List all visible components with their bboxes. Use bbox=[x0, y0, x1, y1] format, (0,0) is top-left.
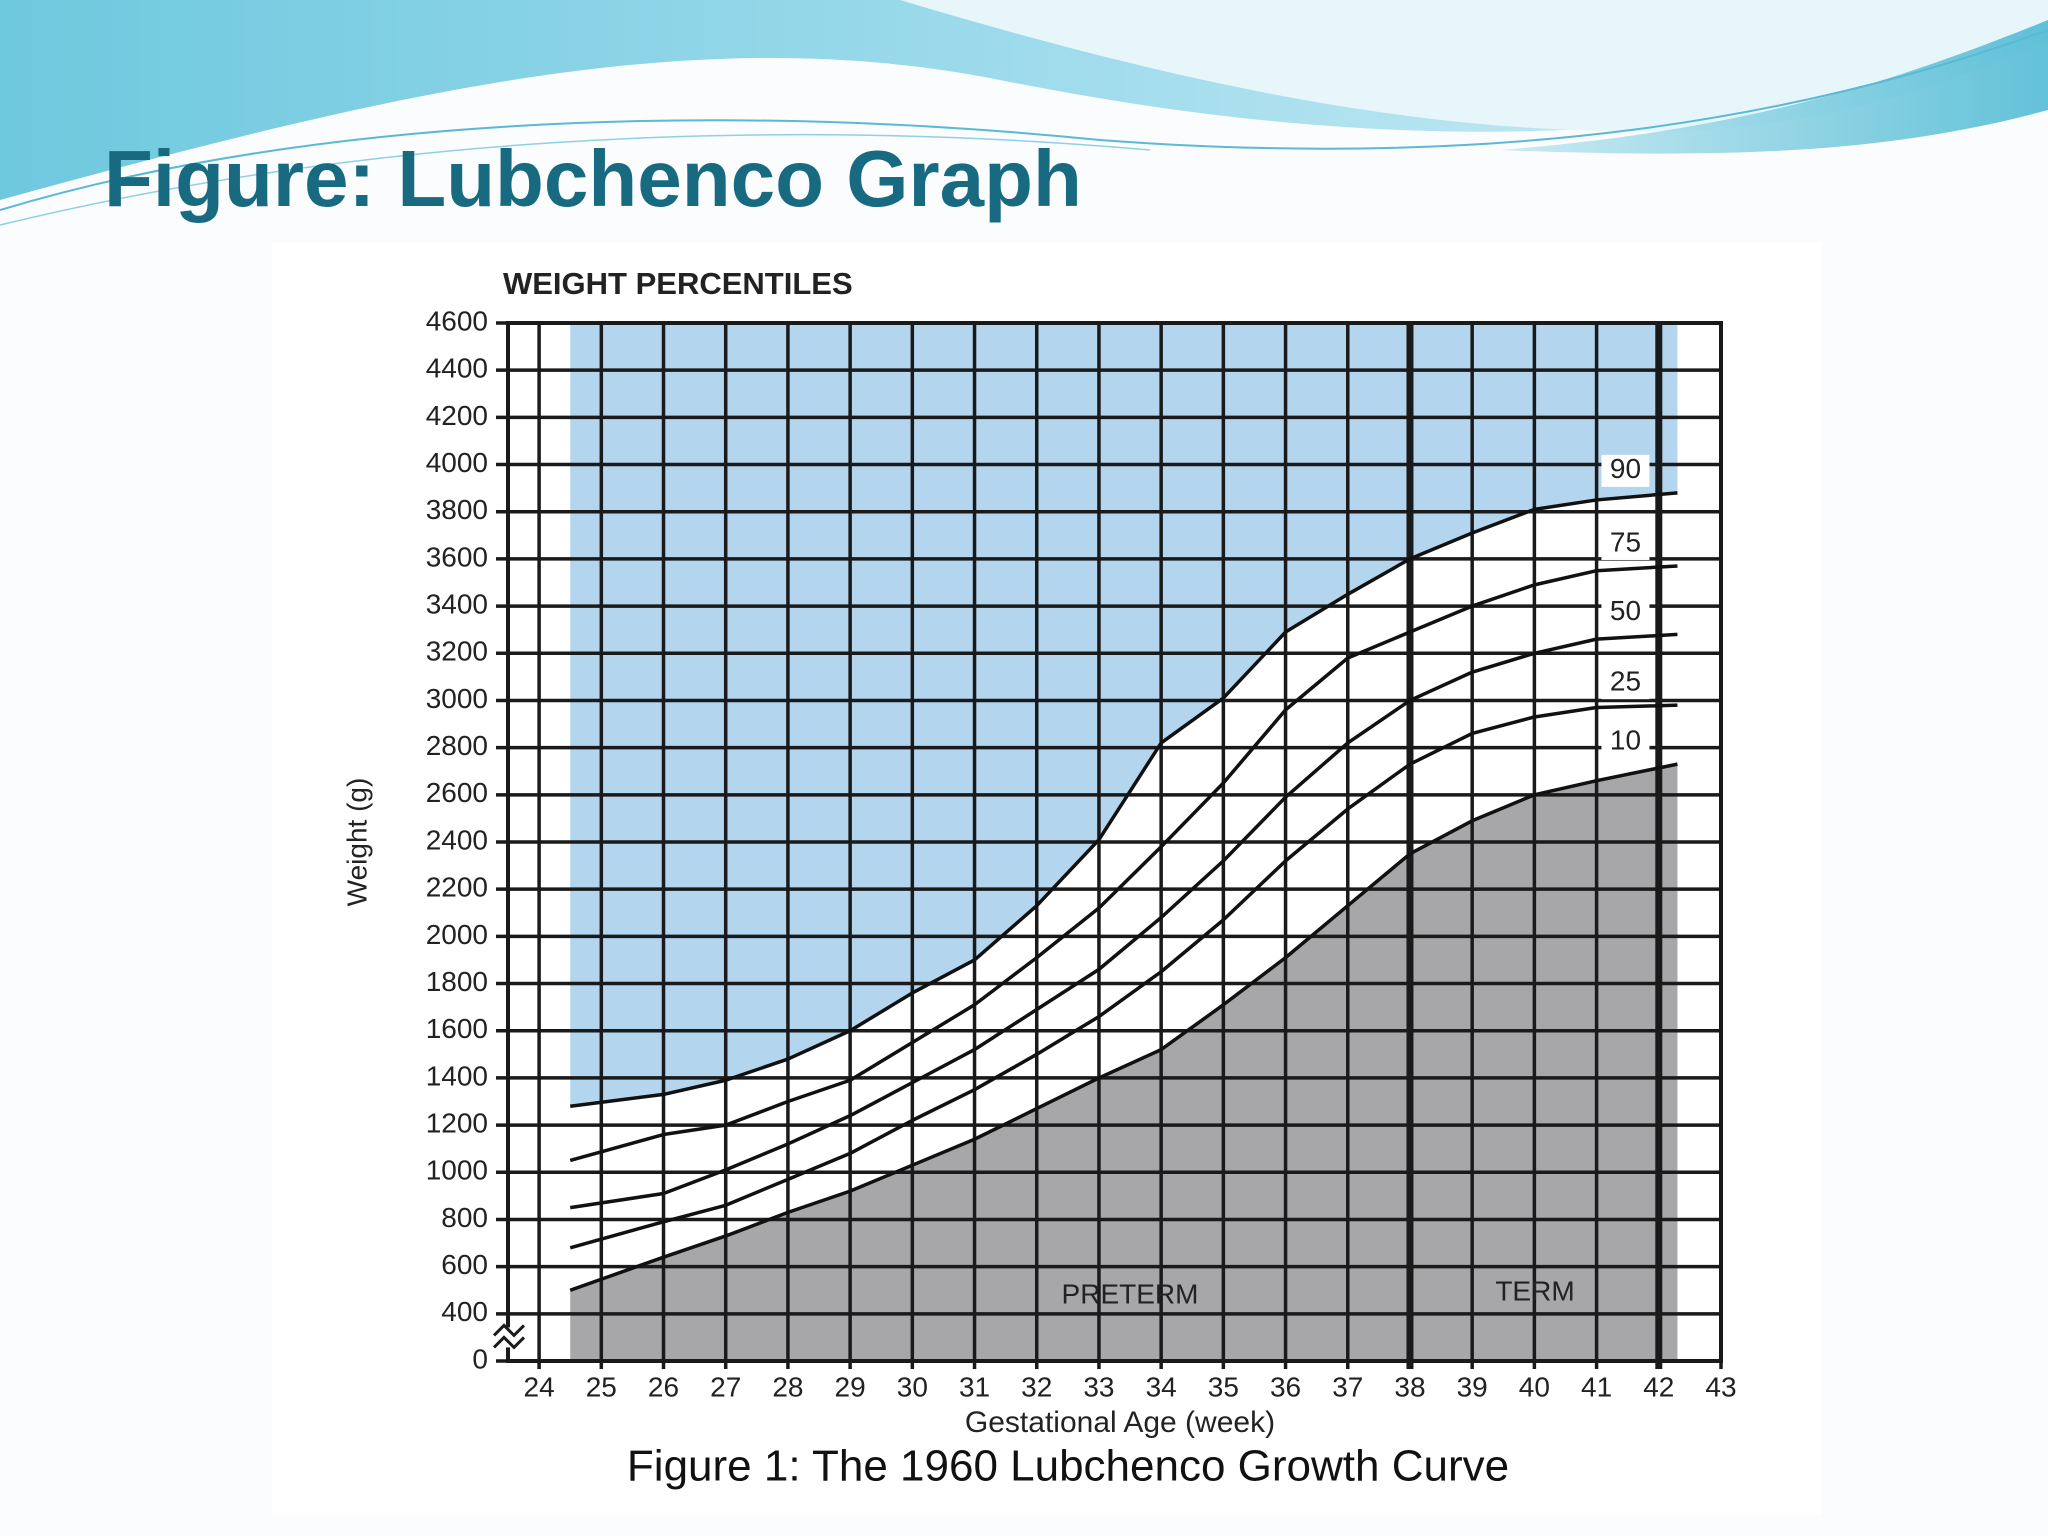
x-tick-label: 40 bbox=[1519, 1371, 1550, 1402]
area-above-top bbox=[570, 323, 1678, 1107]
x-tick-label: 33 bbox=[1083, 1371, 1114, 1402]
x-tick-label: 28 bbox=[772, 1371, 803, 1402]
y-tick-label: 4400 bbox=[426, 353, 488, 384]
series-label: 75 bbox=[1610, 526, 1641, 557]
x-tick-label: 34 bbox=[1146, 1371, 1177, 1402]
percentile-line bbox=[569, 703, 1678, 1250]
percentile-line bbox=[569, 762, 1678, 1292]
x-tick-label: 41 bbox=[1581, 1371, 1612, 1402]
y-tick-label: 1400 bbox=[426, 1060, 488, 1091]
plot-frame bbox=[506, 321, 1723, 1363]
y-tick-label: 4600 bbox=[426, 305, 488, 336]
series-label-bg bbox=[1601, 454, 1650, 487]
y-tick-label: 2000 bbox=[426, 919, 488, 950]
series-label: 10 bbox=[1610, 725, 1641, 756]
x-axis-label: Gestational Age (week) bbox=[965, 1406, 1275, 1439]
series-label: 90 bbox=[1610, 453, 1641, 484]
y-tick-label: 1600 bbox=[426, 1013, 488, 1044]
y-tick-label: 1000 bbox=[426, 1155, 488, 1186]
x-tick-label: 43 bbox=[1705, 1371, 1736, 1402]
x-tick-label: 42 bbox=[1643, 1371, 1674, 1402]
y-tick-label: 400 bbox=[441, 1296, 488, 1327]
series-label: 25 bbox=[1610, 666, 1641, 697]
x-tick-label: 39 bbox=[1457, 1371, 1488, 1402]
y-tick-label: 4000 bbox=[426, 447, 488, 478]
chart-title: WEIGHT PERCENTILES bbox=[503, 266, 853, 301]
slide-title: Figure: Lubchenco Graph bbox=[104, 134, 1082, 223]
x-tick-label: 37 bbox=[1332, 1371, 1363, 1402]
y-tick-label: 3000 bbox=[426, 683, 488, 714]
percentile-line bbox=[569, 632, 1678, 1210]
y-tick-label: 0 bbox=[472, 1343, 488, 1374]
x-tick-label: 36 bbox=[1270, 1371, 1301, 1402]
y-tick-label: 600 bbox=[441, 1249, 488, 1280]
region-label: PRETERM bbox=[1062, 1278, 1199, 1309]
x-tick-label: 30 bbox=[897, 1371, 928, 1402]
area-below-bottom bbox=[570, 764, 1678, 1361]
series-label-bg bbox=[1601, 726, 1650, 759]
y-tick-label: 2400 bbox=[426, 824, 488, 855]
x-tick-label: 29 bbox=[835, 1371, 866, 1402]
x-tick-label: 24 bbox=[524, 1371, 555, 1402]
y-axis-label: Weight (g) bbox=[341, 778, 372, 907]
x-tick-label: 32 bbox=[1021, 1371, 1052, 1402]
series-label-bg bbox=[1601, 667, 1650, 700]
x-tick-label: 27 bbox=[710, 1371, 741, 1402]
series-label: 50 bbox=[1610, 595, 1641, 626]
y-tick-label: 2200 bbox=[426, 872, 488, 903]
series-label-bg bbox=[1601, 596, 1650, 629]
percentile-line bbox=[569, 491, 1678, 1108]
y-tick-label: 1200 bbox=[426, 1107, 488, 1138]
x-tick-label: 25 bbox=[586, 1371, 617, 1402]
y-tick-label: 1800 bbox=[426, 966, 488, 997]
y-tick-label: 4200 bbox=[426, 400, 488, 431]
x-tick-label: 26 bbox=[648, 1371, 679, 1402]
y-tick-label: 3200 bbox=[426, 636, 488, 667]
y-tick-label: 800 bbox=[441, 1202, 488, 1233]
y-tick-label: 3400 bbox=[426, 588, 488, 619]
y-tick-label: 2800 bbox=[426, 730, 488, 761]
y-tick-label: 3600 bbox=[426, 541, 488, 572]
figure-caption: Figure 1: The 1960 Lubchenco Growth Curv… bbox=[627, 1442, 1509, 1491]
y-tick-label: 3800 bbox=[426, 494, 488, 525]
x-tick-label: 31 bbox=[959, 1371, 990, 1402]
plot-area bbox=[492, 321, 1723, 1369]
percentile-line bbox=[569, 564, 1678, 1163]
axis-break bbox=[492, 1323, 526, 1350]
region-label: TERM bbox=[1495, 1275, 1574, 1306]
x-tick-label: 35 bbox=[1208, 1371, 1239, 1402]
y-tick-label: 2600 bbox=[426, 777, 488, 808]
slide-decoration bbox=[0, 0, 2048, 226]
x-tick-label: 38 bbox=[1394, 1371, 1425, 1402]
series-label-bg bbox=[1601, 527, 1650, 560]
